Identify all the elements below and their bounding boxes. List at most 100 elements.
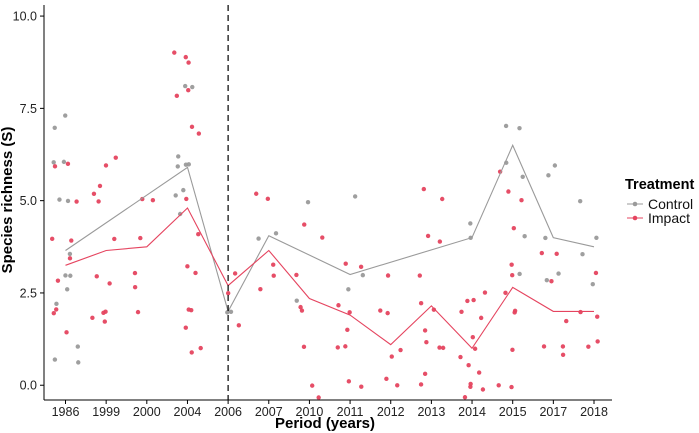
point-control xyxy=(181,187,186,193)
legend-label-impact: Impact xyxy=(648,210,690,226)
point-control xyxy=(51,160,56,165)
point-impact xyxy=(336,303,341,308)
point-impact xyxy=(395,383,400,388)
point-impact xyxy=(347,310,352,315)
point-control xyxy=(522,234,527,239)
point-impact xyxy=(458,354,463,360)
point-impact xyxy=(418,382,424,387)
point-impact xyxy=(554,251,559,257)
point-control xyxy=(76,360,81,365)
point-control xyxy=(580,252,585,257)
point-control xyxy=(52,125,57,130)
point-impact xyxy=(398,347,403,353)
y-tick-label: 5.0 xyxy=(20,194,37,208)
point-impact xyxy=(511,225,517,231)
point-impact xyxy=(271,262,276,267)
point-impact xyxy=(335,345,340,350)
mean-lines xyxy=(65,143,595,350)
point-control xyxy=(503,123,509,129)
point-impact xyxy=(271,273,276,278)
point-impact xyxy=(90,315,95,321)
point-impact xyxy=(302,222,307,227)
point-impact xyxy=(465,298,470,304)
point-impact xyxy=(437,239,443,244)
point-impact xyxy=(102,319,107,324)
point-impact xyxy=(510,272,515,278)
legend-swatch-impact-dot xyxy=(632,215,638,221)
point-impact xyxy=(94,274,99,279)
point-control xyxy=(65,198,71,204)
point-control xyxy=(546,173,551,178)
point-impact xyxy=(480,387,486,392)
y-axis-title: Species richness (S) xyxy=(0,127,16,274)
point-impact xyxy=(189,350,194,355)
point-impact xyxy=(595,314,600,319)
point-control xyxy=(594,235,599,240)
point-impact xyxy=(358,264,364,270)
point-control xyxy=(61,159,67,165)
point-impact xyxy=(506,189,511,194)
point-impact xyxy=(97,183,103,189)
point-impact xyxy=(183,54,188,60)
point-control xyxy=(346,287,351,292)
point-control xyxy=(63,113,68,118)
x-tick-label: 2004 xyxy=(174,405,202,419)
point-control xyxy=(228,309,234,314)
y-tick-label: 2.5 xyxy=(20,286,37,300)
point-impact xyxy=(468,384,473,389)
point-control xyxy=(590,281,595,287)
point-impact xyxy=(345,327,350,333)
point-control xyxy=(256,236,261,241)
point-impact xyxy=(67,256,73,261)
point-impact xyxy=(346,379,352,384)
point-impact xyxy=(186,87,191,93)
point-impact xyxy=(189,307,194,313)
point-impact xyxy=(503,290,508,296)
mean-line-control xyxy=(65,143,595,313)
point-control xyxy=(468,221,473,226)
y-tick-label: 7.5 xyxy=(20,102,37,116)
point-impact xyxy=(132,284,138,290)
legend-item-control: Control xyxy=(627,196,693,212)
point-impact xyxy=(96,199,101,204)
point-impact xyxy=(595,339,600,344)
x-axis-ticks: 1986 1999 2000 2004 2006 2007 2010 2011 2012 2013… xyxy=(52,400,608,419)
point-impact xyxy=(64,330,69,335)
point-impact xyxy=(470,334,476,340)
point-impact xyxy=(425,233,431,239)
point-control xyxy=(183,83,188,89)
point-impact xyxy=(541,344,547,349)
point-control xyxy=(52,357,58,362)
point-control xyxy=(544,277,550,283)
point-impact xyxy=(65,161,71,167)
point-impact xyxy=(549,279,554,284)
point-control xyxy=(64,287,70,292)
point-control xyxy=(352,194,358,199)
x-tick-label: 2014 xyxy=(458,405,486,419)
x-tick-label: 2010 xyxy=(296,405,324,419)
point-impact xyxy=(52,164,58,169)
point-impact xyxy=(378,308,383,313)
point-impact xyxy=(254,191,259,196)
point-impact xyxy=(560,344,566,349)
point-impact xyxy=(422,328,428,333)
point-impact xyxy=(107,281,112,286)
x-tick-label: 2015 xyxy=(499,405,527,419)
point-control xyxy=(577,198,583,204)
point-impact xyxy=(510,347,515,353)
point-impact xyxy=(560,352,566,357)
legend-title: Treatment xyxy=(625,177,694,193)
axes xyxy=(43,5,612,401)
point-impact xyxy=(320,235,325,240)
x-tick-label: 2012 xyxy=(377,405,405,419)
point-impact xyxy=(437,345,442,350)
point-impact xyxy=(185,264,190,269)
point-impact xyxy=(196,131,202,136)
point-impact xyxy=(301,344,307,350)
point-control xyxy=(294,298,299,303)
point-impact xyxy=(440,345,446,351)
point-impact xyxy=(135,309,141,315)
point-impact xyxy=(564,318,569,324)
legend-item-impact: Impact xyxy=(627,210,690,226)
